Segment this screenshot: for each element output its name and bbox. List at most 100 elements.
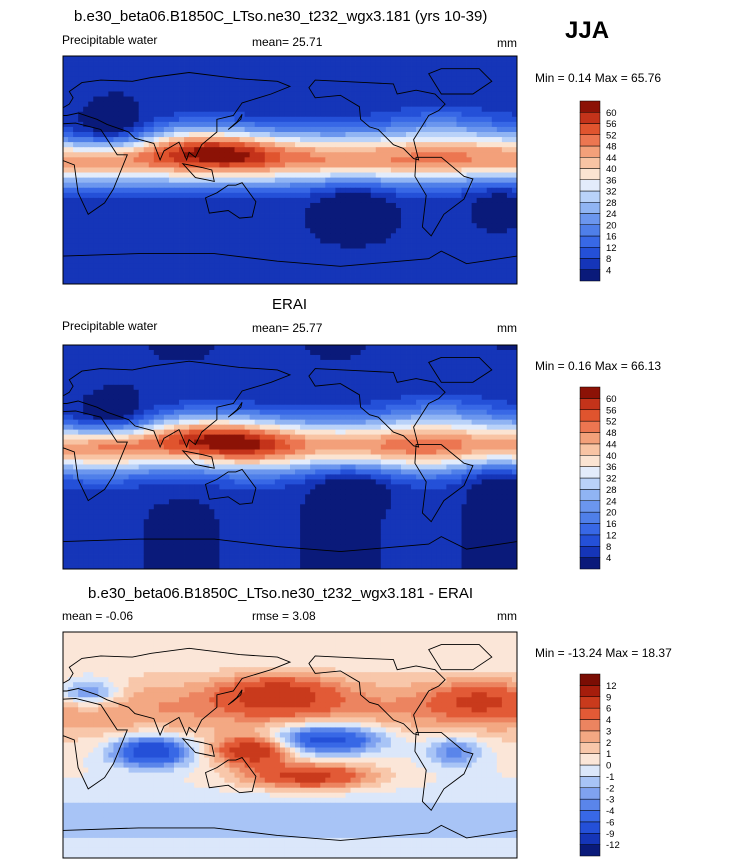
- colorbar-2-tick-3: 12: [606, 530, 617, 541]
- colorbar-3-box-6: [579, 787, 601, 800]
- colorbar-2-tick-8: 32: [606, 474, 617, 485]
- colorbar-1-tick-11: 44: [606, 153, 617, 164]
- coastline-2-1: [63, 410, 128, 502]
- map-panel-3: [63, 632, 517, 858]
- panel-2-title: ERAI: [272, 296, 308, 313]
- colorbar-2-box-13: [579, 420, 601, 433]
- colorbar-3-box-4: [579, 810, 601, 823]
- colorbar-1-tick-5: 20: [606, 220, 617, 231]
- coastline-3-8: [181, 737, 215, 757]
- coastline-2-5: [308, 368, 446, 448]
- coastline-2-7: [63, 536, 517, 569]
- panel-2-mean: mean= 25.77: [252, 321, 323, 335]
- colorbar-1-tick-9: 36: [606, 175, 617, 186]
- colorbar-1-box-11: [579, 157, 601, 169]
- colorbar-2-box-11: [579, 443, 601, 456]
- coastline-3-5: [308, 655, 446, 736]
- coastline-3-4: [414, 731, 474, 812]
- map-panel-1: [63, 56, 517, 284]
- colorbar-3-box-8: [579, 764, 601, 777]
- colorbar-1-box-7: [579, 202, 601, 214]
- coastline-2-4: [414, 444, 474, 523]
- colorbar-3-tick-5: -3: [606, 795, 614, 806]
- colorbar-1-box-9: [579, 179, 601, 192]
- colorbar-2-box-9: [579, 466, 601, 479]
- map-frame-1: [62, 55, 518, 285]
- colorbar-2-tick-15: 60: [606, 394, 617, 405]
- panel-3-minmax: Min = -13.24 Max = 18.37: [535, 646, 672, 660]
- colorbar-3-box-13: [579, 707, 601, 720]
- colorbar-3-tick-8: 0: [606, 761, 611, 772]
- coastline-3-1: [63, 698, 128, 790]
- colorbar-1-tick-7: 28: [606, 198, 617, 209]
- panel-2-minmax: Min = 0.16 Max = 66.13: [535, 359, 662, 373]
- colorbar-3-box-12: [579, 719, 601, 732]
- colorbar-3-tick-7: -1: [606, 772, 614, 783]
- map-panel-2: [63, 345, 517, 569]
- coastline-3-7: [63, 824, 517, 858]
- colorbar-3-tick-11: 3: [606, 726, 611, 737]
- map-frame-3: [62, 631, 518, 859]
- colorbar-2-tick-2: 8: [606, 542, 611, 553]
- coastline-1-5: [308, 79, 446, 161]
- colorbar-3-tick-6: -2: [606, 783, 614, 794]
- colorbar-2-box-7: [579, 489, 601, 502]
- colorbar-2-box-3: [579, 534, 601, 547]
- colorbar-3-box-10: [579, 742, 601, 754]
- colorbar-2-tick-11: 44: [606, 439, 617, 450]
- panel-1-title: b.e30_beta06.B1850C_LTso.ne30_t232_wgx3.…: [74, 8, 488, 25]
- colorbar-2-box-8: [579, 477, 601, 490]
- colorbar-2-tick-7: 28: [606, 485, 617, 496]
- colorbar-2-box-12: [579, 432, 601, 445]
- colorbar-1-tick-10: 40: [606, 164, 617, 175]
- colorbar-1-box-14: [579, 123, 601, 135]
- colorbar-1-tick-14: 56: [606, 119, 617, 130]
- colorbar-3-box-11: [579, 730, 601, 743]
- colorbar-1-box-12: [579, 145, 601, 158]
- panel-1-units: mm: [497, 36, 517, 50]
- panel-3-mean: mean = -0.06: [62, 609, 134, 623]
- coastline-3-3: [204, 757, 257, 794]
- coastline-1-2: [63, 72, 292, 162]
- colorbar-1-box-13: [579, 134, 601, 147]
- colorbar-1-tick-12: 48: [606, 142, 617, 153]
- colorbar-1-box-6: [579, 213, 601, 225]
- colorbar-3-box-16: [579, 673, 601, 686]
- coastline-1-9: [227, 114, 243, 130]
- colorbar-1-tick-2: 8: [606, 254, 611, 265]
- colorbar-2-tick-10: 40: [606, 451, 617, 462]
- coastline-2-8: [181, 450, 215, 469]
- coastline-1-3: [204, 182, 257, 219]
- coastline-1-4: [414, 156, 474, 237]
- colorbar-1-box-10: [579, 168, 601, 180]
- colorbar-2-box-15: [579, 398, 601, 411]
- colorbar-1-tick-3: 12: [606, 243, 617, 254]
- map-frame-2: [62, 344, 518, 570]
- coastline-1-6: [428, 68, 493, 95]
- coastline-2-3: [204, 468, 257, 505]
- panel-1-left-label: Precipitable water: [62, 33, 158, 47]
- colorbar-1-box-4: [579, 235, 601, 248]
- coastline-3-2: [63, 647, 292, 737]
- colorbar-2-box-5: [579, 511, 601, 524]
- colorbar-3-box-14: [579, 696, 601, 709]
- colorbar-1-box-2: [579, 258, 601, 270]
- coastline-2-9: [227, 401, 243, 418]
- colorbar-1-box-8: [579, 190, 601, 203]
- colorbar-3-tick-14: 9: [606, 692, 611, 703]
- colorbar-2-tick-12: 48: [606, 428, 617, 439]
- season-label: JJA: [565, 17, 610, 44]
- colorbar-2-tick-6: 24: [606, 496, 617, 507]
- coastline-1-1: [63, 122, 128, 215]
- colorbar-2-box-6: [579, 500, 601, 513]
- colorbar-3-tick-1: -12: [606, 840, 620, 851]
- colorbar-1-tick-15: 60: [606, 108, 617, 119]
- colorbar-3-box-2: [579, 833, 601, 845]
- colorbar-3-box-3: [579, 821, 601, 834]
- colorbar-2-box-4: [579, 523, 601, 536]
- colorbar-1-tick-8: 32: [606, 187, 617, 198]
- colorbar-3-box-7: [579, 776, 601, 789]
- coastline-1-8: [181, 162, 215, 182]
